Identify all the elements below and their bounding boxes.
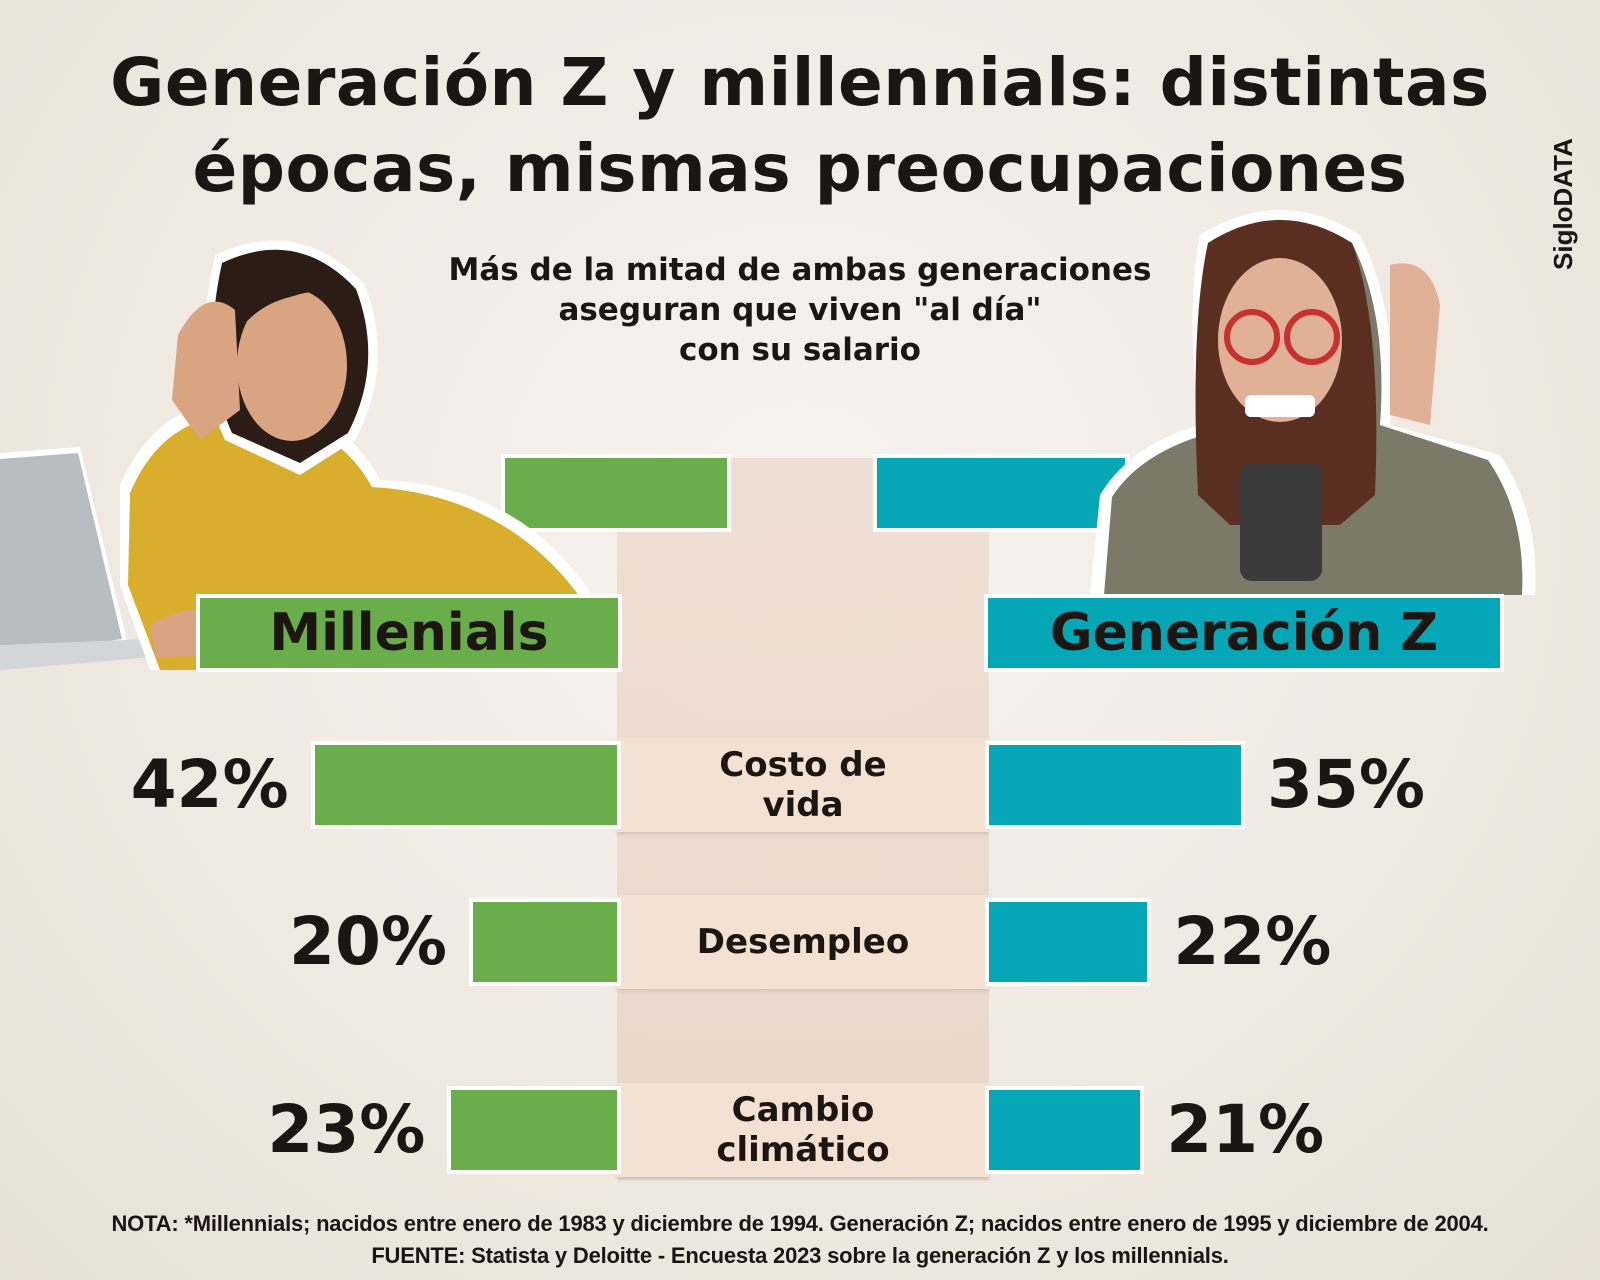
category-label-text: Costo de vida	[719, 745, 886, 825]
category-label-text: Desempleo	[697, 922, 909, 962]
decorative-bar-genz	[877, 458, 1125, 528]
value-label-millenials: 23%	[267, 1091, 426, 1168]
category-label-line: vida	[762, 785, 844, 825]
legend-generacion-z: Generación Z	[988, 598, 1500, 668]
bar-generacion-z	[989, 1090, 1141, 1170]
title-line-1: Generación Z y millennials: distintas	[110, 44, 1490, 121]
footer-source: FUENTE: Statista y Deloitte - Encuesta 2…	[371, 1243, 1229, 1268]
bar-generacion-z	[989, 902, 1148, 982]
title-line-2: épocas, mismas preocupaciones	[192, 130, 1408, 207]
chart-subtitle: Más de la mitad de ambas generaciones as…	[370, 250, 1230, 370]
bar-millenials	[314, 745, 617, 825]
genz-woman-photo	[1090, 210, 1536, 595]
category-label-line: Desempleo	[696, 922, 910, 962]
category-label: Desempleo	[617, 895, 989, 989]
category-label-text: Cambio climático	[716, 1090, 889, 1170]
subtitle-line-1: Más de la mitad de ambas generaciones	[448, 252, 1152, 288]
category-label-line: climático	[716, 1130, 890, 1170]
chart-title: Generación Z y millennials: distintas ép…	[0, 40, 1600, 212]
value-label-generacion-z: 21%	[1166, 1091, 1325, 1168]
category-label: Costo de vida	[617, 738, 989, 832]
bar-millenials	[451, 1090, 617, 1170]
footer: NOTA: *Millennials; nacidos entre enero …	[0, 1208, 1600, 1272]
category-label-line: Costo de	[719, 745, 887, 785]
category-label: Cambio climático	[617, 1083, 989, 1177]
value-label-generacion-z: 22%	[1173, 903, 1332, 980]
value-label-millenials: 42%	[130, 746, 289, 823]
footer-note: NOTA: *Millennials; nacidos entre enero …	[111, 1211, 1489, 1236]
category-label-line: Cambio	[731, 1090, 875, 1130]
value-label-millenials: 20%	[289, 903, 447, 980]
bar-millenials	[473, 902, 617, 982]
decorative-bar-millennials	[505, 458, 727, 528]
subtitle-line-3: con su salario	[679, 332, 921, 368]
subtitle-line-2: aseguran que viven "al día"	[558, 292, 1042, 328]
bar-generacion-z	[989, 745, 1241, 825]
value-label-generacion-z: 35%	[1267, 746, 1425, 823]
legend-millenials: Millenials	[200, 598, 618, 668]
